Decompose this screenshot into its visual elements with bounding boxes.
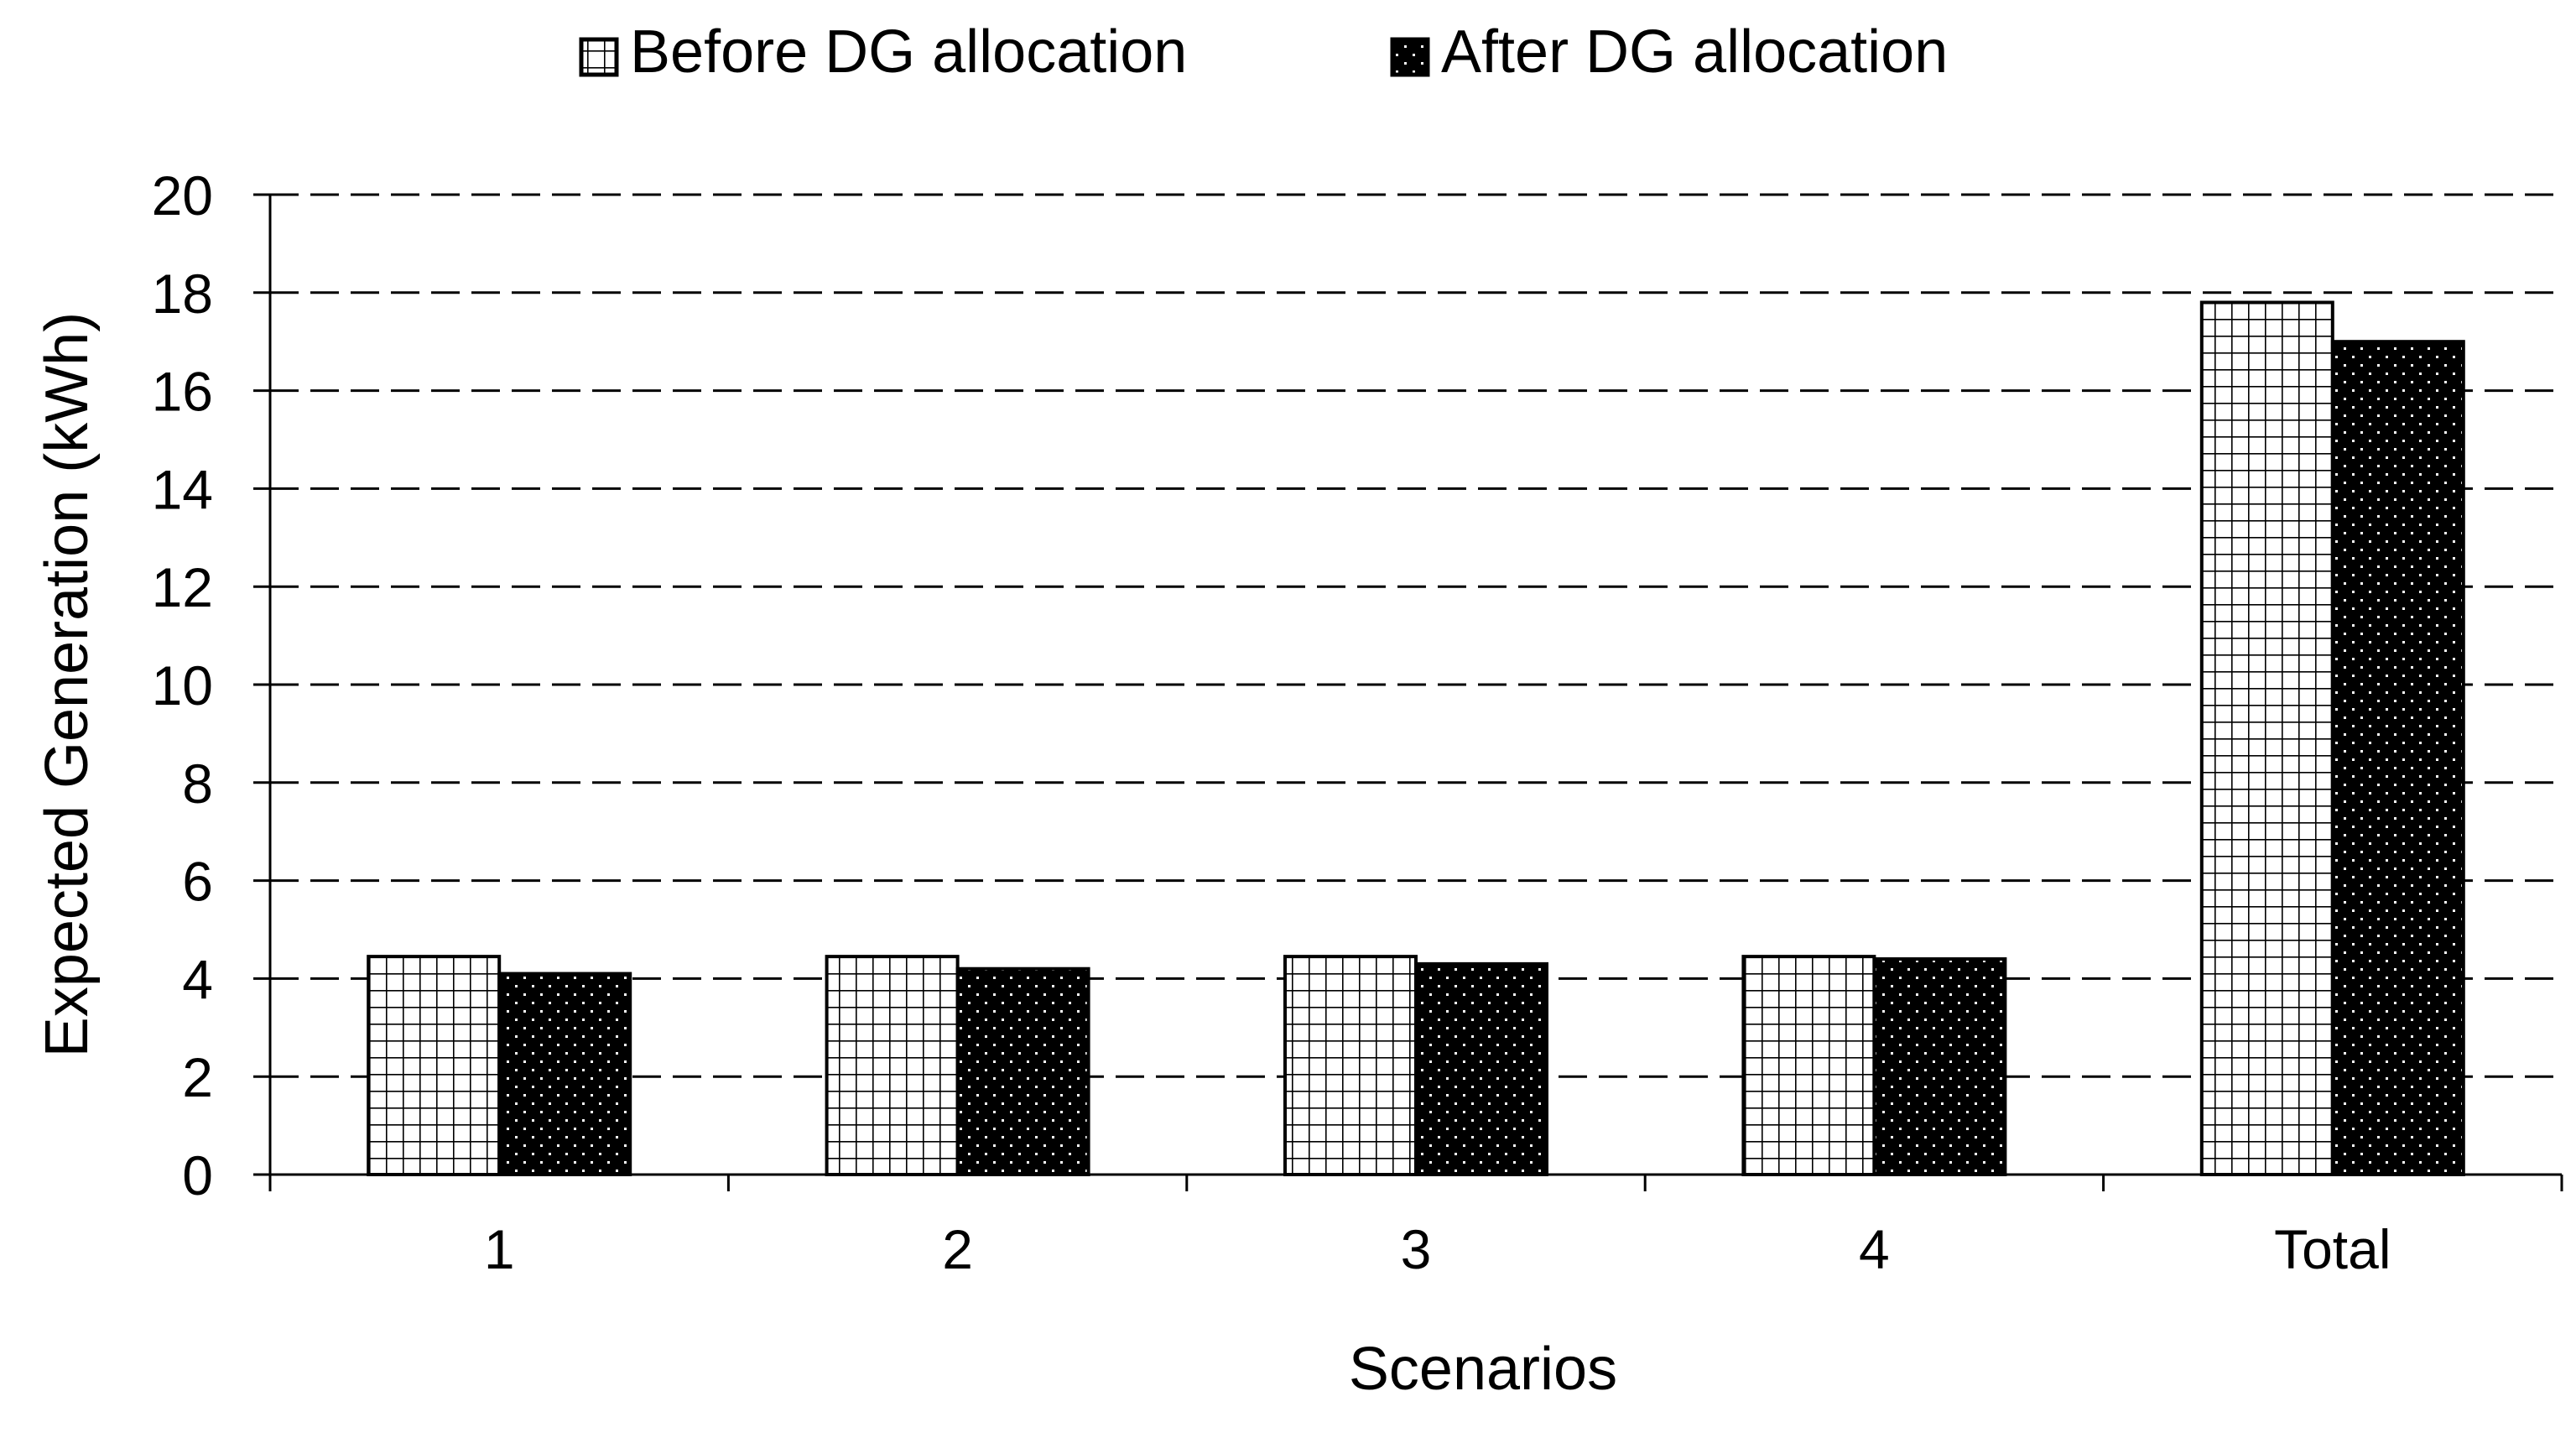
legend: Before DG allocation After DG allocation [579,18,1948,86]
legend-item-before: Before DG allocation [579,18,1187,86]
x-tick-label: 2 [942,1218,973,1280]
legend-label-after: After DG allocation [1441,18,1948,86]
bar-before-1 [367,955,502,1176]
bar-before-2 [825,955,960,1176]
y-tick-label: 16 [152,361,213,423]
legend-label-before: Before DG allocation [630,18,1187,86]
y-tick-label: 0 [182,1144,213,1206]
y-axis-ticks: 0 2 4 6 8 10 12 14 16 18 20 [152,164,270,1206]
y-tick-label: 10 [152,654,213,716]
y-tick-label: 4 [182,948,213,1010]
y-tick-label: 12 [152,556,213,618]
bar-before-3 [1283,955,1418,1176]
bar-after-4 [1872,957,2007,1177]
legend-swatch-before [579,37,619,77]
y-axis-title: Expected Generation (kWh) [34,312,101,1057]
x-axis-ticks: 1 2 3 4 Total [268,1175,2563,1280]
bar-after-3 [1414,961,1548,1176]
bar-before-4 [1741,955,1876,1176]
x-tick-label: 1 [484,1218,515,1280]
y-tick-label: 2 [182,1046,213,1108]
y-tick-label: 6 [182,851,213,913]
x-tick-label: Total [2274,1218,2391,1280]
bar-after-total [2330,340,2465,1176]
y-tick-label: 8 [182,753,213,815]
gridlines [270,193,2562,1078]
y-tick-label: 20 [152,164,213,227]
bars [367,300,2465,1177]
x-axis-title: Scenarios [1349,1336,1617,1403]
bar-after-2 [955,966,1090,1176]
x-tick-label: 3 [1401,1218,1432,1280]
y-tick-label: 18 [152,263,213,325]
legend-item-after: After DG allocation [1390,18,1948,86]
x-tick-label: 4 [1859,1218,1890,1280]
y-tick-label: 14 [152,458,213,520]
bar-after-1 [497,972,632,1177]
bar-before-total [2199,300,2334,1177]
legend-swatch-after [1390,37,1430,77]
